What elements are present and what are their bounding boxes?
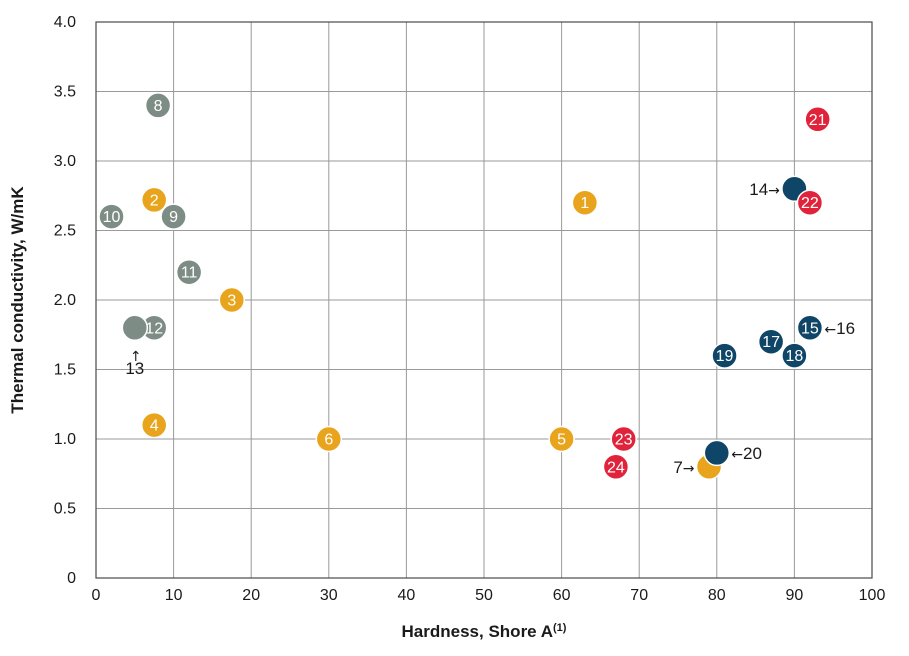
point-label-17: 17: [762, 334, 780, 351]
point-label-18: 18: [786, 348, 804, 365]
point-label-19: 19: [716, 348, 734, 365]
data-point-8: [144, 92, 172, 119]
x-tick-label: 50: [475, 587, 493, 604]
y-tick-label: 0: [67, 570, 76, 587]
x-tick-label: 60: [553, 587, 571, 604]
point-label-4: 4: [150, 418, 159, 435]
data-point-24: [602, 453, 630, 481]
x-axis-title: Hardness, Shore A(1): [402, 622, 567, 641]
point-label-20: ←20: [731, 444, 762, 463]
label-arrow: ↑: [130, 349, 142, 365]
x-tick-label: 0: [92, 587, 101, 604]
x-tick-label: 80: [708, 587, 726, 604]
point-label-7: 7→: [673, 458, 694, 477]
point-label-21: 21: [809, 112, 827, 129]
grid: [95, 21, 873, 579]
point-label-10: 10: [103, 209, 121, 226]
data-point-2: [140, 186, 168, 214]
data-point-17: [757, 328, 785, 355]
point-label-22: 22: [801, 195, 819, 212]
point-label-16: ←16: [824, 319, 855, 338]
point-label-2: 2: [150, 192, 159, 209]
y-tick-label: 0.5: [54, 501, 76, 518]
y-tick-label: 4.0: [54, 14, 76, 31]
point-label-1: 1: [580, 195, 589, 212]
data-point-23: [610, 425, 637, 453]
point-label-13: 13: [125, 359, 144, 378]
data-point-1: [571, 189, 599, 216]
data-point-10: [98, 203, 125, 230]
data-point-21: [804, 106, 831, 133]
data-point-4: [140, 411, 168, 439]
y-tick-label: 3.5: [54, 84, 76, 101]
data-point-13: [121, 314, 149, 342]
x-tick-label: 10: [165, 587, 183, 604]
point-label-14: 14→: [749, 180, 780, 199]
point-label-8: 8: [154, 98, 163, 115]
point-label-23: 23: [615, 432, 633, 449]
data-point-11: [175, 258, 203, 286]
point-label-15: 15: [801, 320, 819, 337]
data-point-19: [711, 342, 738, 369]
x-tick-label: 20: [242, 587, 260, 604]
x-tick-label: 30: [320, 587, 338, 604]
x-tick-label: 90: [786, 587, 804, 604]
y-axis-title: Thermal conductivity, W/mK: [8, 186, 27, 414]
axis-ticks: 0 10 20 30 40 50 60 70 80 90 100 0 0.5 1.0 1.5 2.0 2.5 3.…: [54, 14, 886, 604]
point-label-12: 12: [145, 320, 163, 337]
data-point-3: [218, 286, 246, 314]
point-label-3: 3: [227, 293, 236, 310]
x-tick-label: 40: [398, 587, 416, 604]
data-point-5: [548, 425, 575, 453]
point-label-24: 24: [607, 459, 625, 476]
y-tick-label: 2.5: [54, 223, 76, 240]
plot-frame: [95, 21, 873, 579]
y-tick-label: 3.0: [54, 153, 76, 170]
data-point-18: [781, 342, 808, 369]
data-point-20: [703, 439, 731, 467]
data-point-15: [796, 314, 824, 342]
point-label-5: 5: [557, 432, 566, 449]
y-tick-label: 1.5: [54, 362, 76, 379]
point-label-6: 6: [324, 432, 333, 449]
y-tick-label: 2.0: [54, 292, 76, 309]
data-point-6: [315, 425, 343, 453]
data-point-9: [160, 203, 187, 230]
x-tick-label: 70: [630, 587, 648, 604]
x-tick-label: 100: [859, 587, 886, 604]
point-label-9: 9: [169, 209, 178, 226]
data-point-22: [796, 189, 824, 216]
y-tick-label: 1.0: [54, 431, 76, 448]
point-label-11: 11: [181, 265, 198, 282]
